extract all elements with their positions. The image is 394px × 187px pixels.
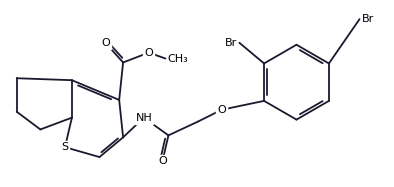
Text: O: O [144, 48, 153, 58]
Text: O: O [217, 105, 226, 115]
Text: O: O [101, 38, 110, 48]
Text: CH₃: CH₃ [167, 53, 188, 64]
Text: O: O [158, 156, 167, 166]
Text: S: S [61, 142, 69, 152]
Text: NH: NH [136, 113, 152, 123]
Text: Br: Br [225, 38, 238, 48]
Text: Br: Br [362, 14, 374, 24]
